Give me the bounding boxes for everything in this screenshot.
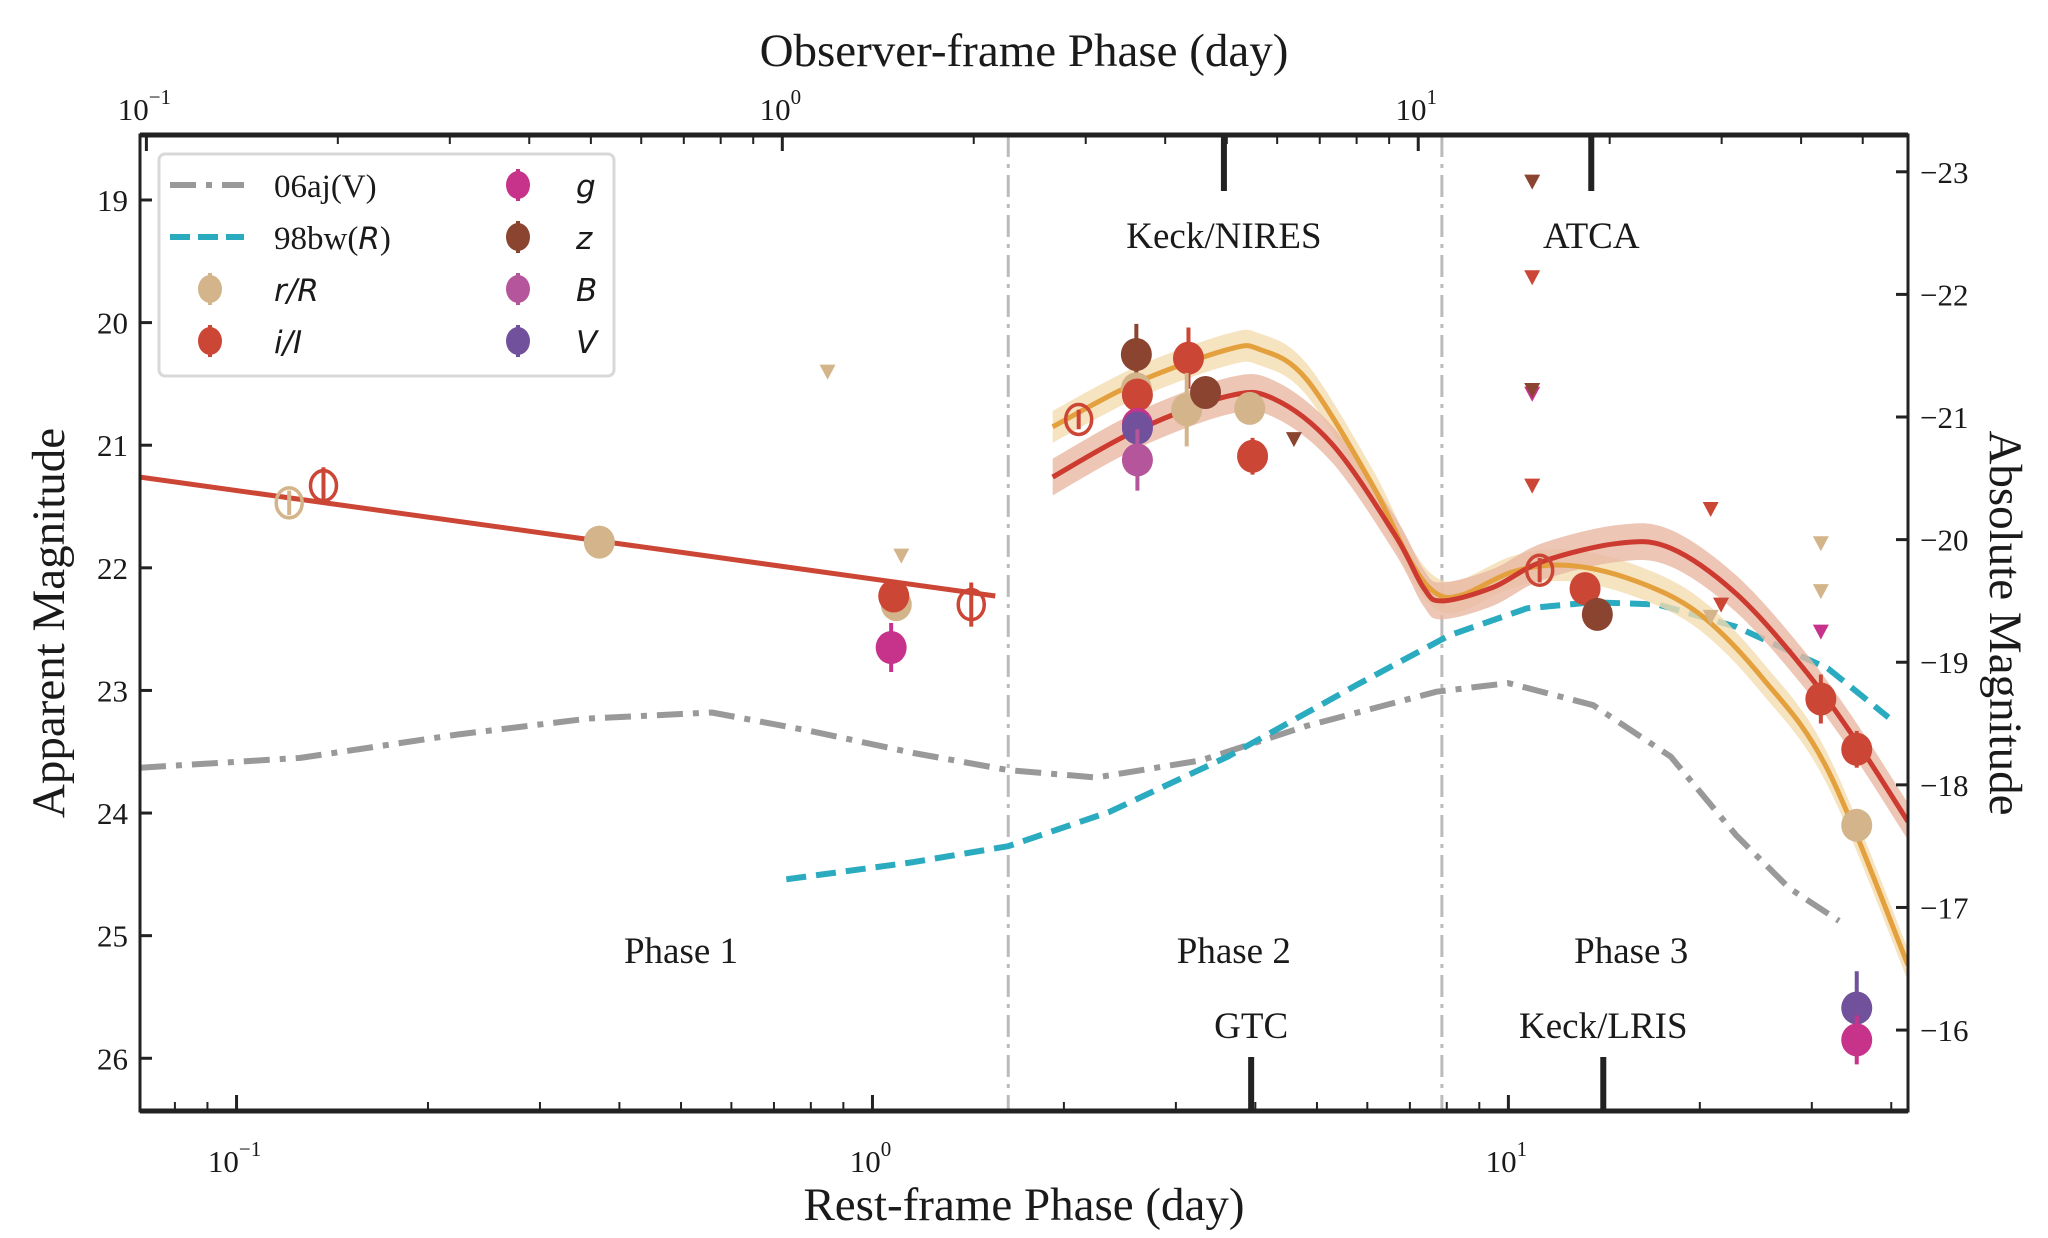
legend-marker-B <box>506 275 530 303</box>
legend-marker-rR <box>198 275 222 303</box>
legend-label: V <box>576 325 600 361</box>
data-point-r <box>1234 391 1266 425</box>
legend-label: 98bw(R) <box>274 221 391 257</box>
legend-box <box>157 152 616 378</box>
legend-label: g <box>576 169 596 205</box>
upper-limit-marker-z <box>1524 174 1541 190</box>
data-point-open-i <box>1063 402 1094 437</box>
legend-label: i/I <box>274 325 302 361</box>
instrument-label: Keck/NIRES <box>1126 216 1321 257</box>
top-axis-tick-label: 10−1 <box>118 85 171 127</box>
upper-limit-marker-i <box>1702 501 1719 517</box>
bottom-axis-label: Rest-frame Phase (day) <box>803 1179 1244 1231</box>
data-point-V <box>1841 991 1873 1025</box>
legend-label: r/R <box>274 273 319 309</box>
legend-marker-g <box>506 171 530 199</box>
left-axis-label: Apparent Magnitude <box>23 428 75 818</box>
instrument-label: GTC <box>1214 1006 1288 1047</box>
plot-area <box>140 135 1908 1111</box>
upper-limit-marker-r <box>1812 536 1829 552</box>
left-axis-tick-label: 24 <box>97 796 129 831</box>
upper-limit-marker-i <box>1524 478 1541 494</box>
bottom-axis-tick-label: 10−1 <box>208 1137 261 1179</box>
left-axis-tick-label: 20 <box>97 306 128 341</box>
legend-marker-iI <box>198 327 222 355</box>
upper-limit-marker-r <box>893 548 910 564</box>
data-point-open-i <box>956 587 986 622</box>
data-point-i <box>1805 682 1837 716</box>
left-axis-tick-label: 19 <box>97 183 128 218</box>
bottom-axis-tick-label: 101 <box>1486 1137 1528 1179</box>
data-point-i <box>1172 341 1204 375</box>
data-point-i <box>1569 572 1601 606</box>
right-axis-tick-label: −18 <box>1920 768 1968 803</box>
phase1-fit-line <box>140 474 996 599</box>
legend-label: z <box>575 221 593 257</box>
top-axis-label: Observer-frame Phase (day) <box>760 25 1289 77</box>
data-point-z <box>1190 375 1222 409</box>
data-point-i <box>1841 732 1873 766</box>
left-axis-tick-label: 22 <box>97 551 128 586</box>
data-point-open-i <box>308 468 339 503</box>
legend-label: B <box>576 273 597 309</box>
data-point-open-r <box>274 486 304 520</box>
model-uncertainty-band <box>1052 373 1908 841</box>
legend-marker-z <box>506 223 530 251</box>
right-axis-tick-label: −17 <box>1920 890 1968 925</box>
left-axis-tick-label: 25 <box>97 919 128 954</box>
model-curve <box>1051 343 1908 967</box>
top-axis-tick-label: 101 <box>1395 85 1437 127</box>
data-point-i <box>878 579 910 613</box>
instrument-label: Keck/LRIS <box>1519 1006 1688 1047</box>
upper-limit-marker-r <box>1702 609 1719 625</box>
left-axis-tick-label: 21 <box>97 428 128 463</box>
upper-limit-marker-r <box>819 364 836 380</box>
legend-label: 06aj(V) <box>274 169 377 205</box>
left-axis-tick-label: 23 <box>97 673 128 708</box>
data-point-V <box>1121 411 1153 445</box>
right-axis-tick-label: −22 <box>1920 277 1968 312</box>
upper-limit-marker-i <box>1713 597 1730 613</box>
data-point-g <box>875 631 907 665</box>
data-point-r <box>583 525 615 559</box>
data-point-B <box>1121 443 1153 477</box>
reference-curve-98bwR <box>785 599 1891 883</box>
bottom-axis-tick-label: 100 <box>850 1137 892 1179</box>
right-axis-tick-label: −20 <box>1920 523 1968 558</box>
legend-marker-V <box>506 327 530 355</box>
data-point-z <box>1120 337 1152 371</box>
upper-limit-marker-z <box>1524 383 1541 399</box>
data-point-r <box>1841 808 1873 842</box>
reference-curve-06ajV <box>140 680 1841 924</box>
upper-limit-marker-r <box>1812 584 1829 600</box>
phase-label: Phase 3 <box>1574 931 1688 972</box>
left-axis-tick-label: 26 <box>97 1041 128 1076</box>
right-axis-tick-label: −23 <box>1920 155 1968 190</box>
right-axis-label: Absolute Magnitude <box>1979 430 2031 815</box>
upper-limit-marker-g <box>1812 624 1829 640</box>
instrument-label: ATCA <box>1543 216 1640 257</box>
data-point-i <box>1121 378 1153 412</box>
data-point-z <box>1581 597 1613 631</box>
top-axis-tick-label: 100 <box>760 85 802 127</box>
upper-limit-marker-i <box>1524 270 1541 286</box>
right-axis-tick-label: −16 <box>1920 1013 1968 1048</box>
right-axis-tick-label: −21 <box>1920 400 1968 435</box>
phase-label: Phase 2 <box>1177 931 1291 972</box>
data-point-g <box>1841 1023 1873 1057</box>
data-point-open-i <box>1524 553 1555 588</box>
upper-limit-marker-z <box>1285 432 1302 448</box>
phase-label: Phase 1 <box>624 931 738 972</box>
data-point-i <box>1237 439 1269 473</box>
right-axis-tick-label: −19 <box>1920 645 1968 680</box>
